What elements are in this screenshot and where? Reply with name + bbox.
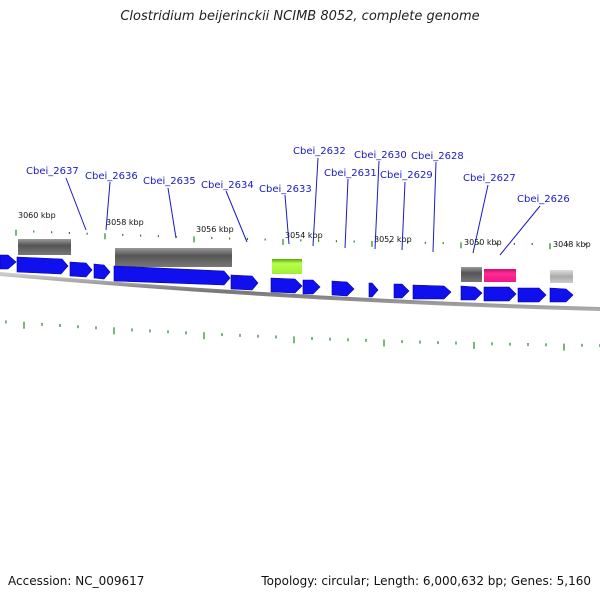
cds-arrow[interactable] — [460, 285, 483, 301]
cds-arrow[interactable] — [331, 280, 355, 297]
cds-arrow[interactable] — [69, 261, 93, 278]
cds-arrow[interactable] — [230, 274, 259, 291]
tick-row-bottom — [5, 320, 600, 351]
cds-arrow[interactable] — [393, 283, 410, 299]
cds-arrow[interactable] — [483, 286, 517, 302]
leader-line — [105, 181, 111, 231]
genome-backbone — [0, 272, 600, 311]
cds-arrow[interactable] — [113, 265, 231, 286]
gene-label-cbei-2634[interactable]: Cbei_2634 — [201, 180, 254, 191]
gene-block-dark[interactable] — [115, 248, 232, 267]
map-title: Clostridium beijerinckii NCIMB 8052, com… — [120, 9, 480, 24]
kbp-label-3050: 3050 kbp — [464, 238, 502, 247]
kbp-label-3058: 3058 kbp — [106, 218, 144, 227]
leader-line — [401, 181, 406, 251]
gene-label-cbei-2629[interactable]: Cbei_2629 — [380, 170, 433, 181]
gene-label-cbei-2628[interactable]: Cbei_2628 — [411, 151, 464, 162]
gene-label-cbei-2636[interactable]: Cbei_2636 — [85, 171, 138, 182]
kbp-label-3048: 3048 kbp — [553, 240, 591, 249]
kbp-label-3052: 3052 kbp — [374, 235, 412, 244]
gene-block-light[interactable] — [550, 270, 573, 283]
leader-line — [312, 157, 319, 247]
kbp-label-3056: 3056 kbp — [196, 225, 234, 234]
kbp-label-3054: 3054 kbp — [285, 231, 323, 240]
gene-label-cbei-2637[interactable]: Cbei_2637 — [26, 166, 79, 177]
leader-line — [284, 194, 290, 245]
gene-block-green[interactable] — [272, 259, 302, 274]
cds-arrow[interactable] — [517, 287, 547, 303]
gene-label-cbei-2626[interactable]: Cbei_2626 — [517, 194, 570, 205]
leader-line — [65, 177, 87, 231]
accession-text: Accession: NC_009617 — [8, 574, 145, 588]
gene-label-cbei-2627[interactable]: Cbei_2627 — [463, 173, 516, 184]
gene-label-cbei-2632[interactable]: Cbei_2632 — [293, 146, 346, 157]
leader-line — [499, 205, 541, 256]
gene-label-cbei-2635[interactable]: Cbei_2635 — [143, 176, 196, 187]
leader-line — [344, 178, 349, 249]
cds-arrow[interactable] — [412, 284, 452, 300]
gene-block-dark[interactable] — [461, 267, 482, 282]
gene-label-cbei-2630[interactable]: Cbei_2630 — [354, 150, 407, 161]
gene-block-pink[interactable] — [484, 269, 516, 282]
leader-line — [167, 187, 177, 239]
leader-line — [225, 190, 248, 243]
genome-summary-text: Topology: circular; Length: 6,000,632 bp… — [261, 574, 591, 588]
cds-arrow[interactable] — [93, 263, 111, 280]
cds-arrow[interactable] — [549, 287, 574, 303]
cds-arrow[interactable] — [368, 282, 379, 298]
leader-line — [432, 161, 437, 253]
leader-line — [472, 184, 489, 254]
kbp-label-3060: 3060 kbp — [18, 211, 56, 220]
cds-arrow[interactable] — [16, 256, 69, 275]
gene-block-dark[interactable] — [18, 239, 71, 255]
cds-arrow[interactable] — [0, 254, 17, 270]
gene-label-cbei-2631[interactable]: Cbei_2631 — [324, 168, 377, 179]
gene-label-cbei-2633[interactable]: Cbei_2633 — [259, 184, 312, 195]
cds-arrow[interactable] — [270, 277, 303, 294]
cds-arrow[interactable] — [302, 279, 321, 295]
leader-line — [374, 160, 380, 250]
